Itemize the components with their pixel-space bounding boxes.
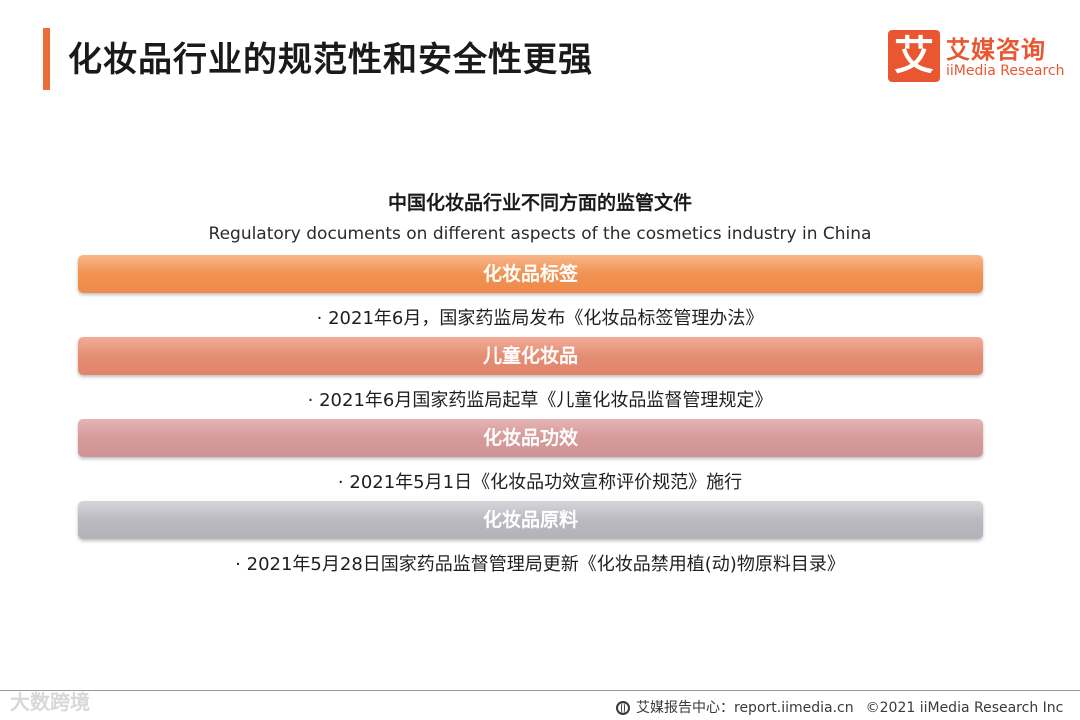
section-title: 中国化妆品行业不同方面的监管文件: [387, 192, 692, 214]
logo-chinese-name: 艾媒咨询: [946, 36, 1046, 64]
category-bar-children: 儿童化妆品: [78, 337, 983, 375]
footer-report-center: 艾媒报告中心：report.iimedia.cn: [636, 700, 854, 716]
footer-divider: [0, 690, 1080, 691]
category-bar-efficacy: 化妆品功效: [78, 419, 983, 457]
section-subtitle: Regulatory documents on different aspect…: [208, 224, 872, 244]
regulation-item-ingredients: · 2021年5月28日国家药品监督管理局更新《化妆品禁用植(动)物原料目录》: [235, 554, 845, 575]
footer-source: 艾媒报告中心：report.iimedia.cn ©2021 iiMedia Re…: [616, 697, 1063, 717]
category-bar-ingredients: 化妆品原料: [78, 501, 983, 539]
category-bar-labeling: 化妆品标签: [78, 255, 983, 293]
regulation-item-children: · 2021年6月国家药监局起草《儿童化妆品监督管理规定》: [307, 390, 773, 411]
logo-english-name: iiMedia Research: [946, 63, 1065, 79]
globe-icon: [616, 701, 630, 715]
regulation-item-efficacy: · 2021年5月1日《化妆品功效宣称评价规范》施行: [337, 472, 743, 493]
regulation-item-labeling: · 2021年6月，国家药监局发布《化妆品标签管理办法》: [316, 308, 764, 329]
watermark: 大数跨境: [10, 690, 90, 714]
footer-copyright: ©2021 iiMedia Research Inc: [865, 700, 1064, 716]
page-title: 化妆品行业的规范性和安全性更强: [68, 40, 593, 80]
iimedia-logo: 艾 艾媒咨询 iiMedia Research: [888, 30, 1065, 86]
title-accent-bar: [43, 28, 50, 90]
logo-mark-icon: 艾: [888, 30, 940, 82]
